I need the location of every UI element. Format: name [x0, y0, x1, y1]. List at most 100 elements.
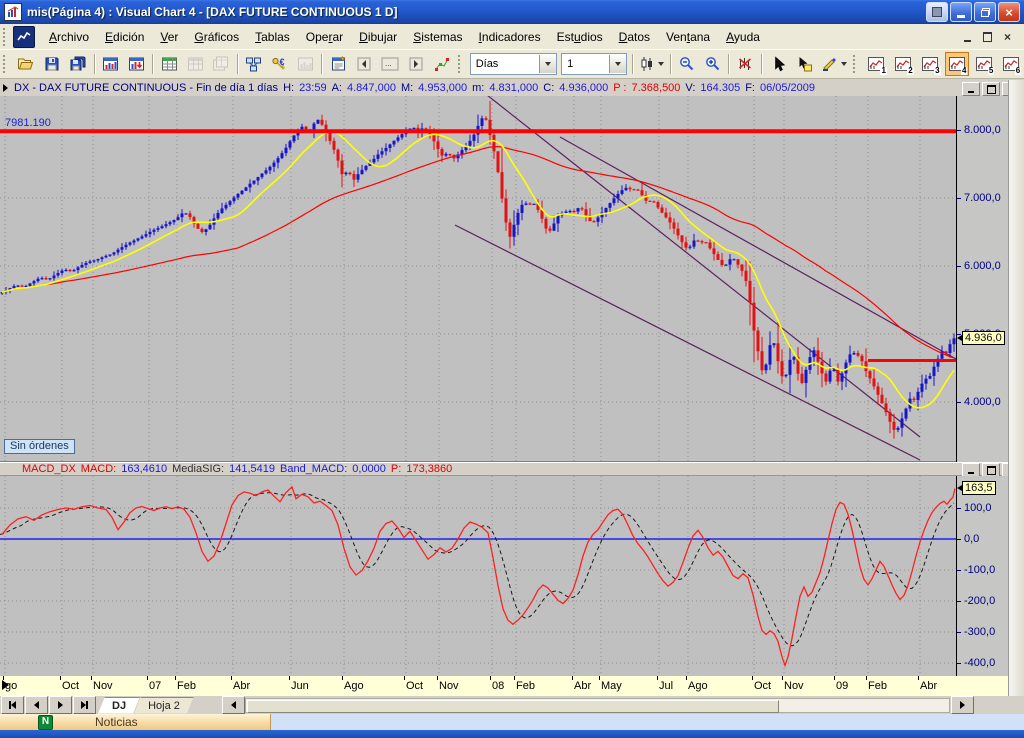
menu-indicadores[interactable]: Indicadores [478, 29, 541, 44]
title-bar[interactable]: mis(Página 4) : Visual Chart 4 - [DAX FU… [0, 0, 1024, 24]
chart-disabled-icon [293, 51, 319, 76]
compression-combo[interactable]: 1 [561, 52, 627, 75]
pointer-label-icon[interactable] [791, 51, 817, 76]
page-button-4[interactable]: 4 [944, 51, 970, 76]
menu-datos[interactable]: Datos [618, 29, 651, 44]
menu-tablas[interactable]: Tablas [255, 29, 290, 44]
horizontal-scrollbar-thumb[interactable] [246, 699, 779, 713]
toolbar-grip[interactable] [853, 54, 860, 73]
chart-maximize-button[interactable] [982, 82, 1000, 96]
link-cursor-icon[interactable] [429, 51, 455, 76]
time-axis-tick [289, 676, 290, 680]
menu-grip[interactable] [3, 27, 10, 46]
time-axis-label: Abr [233, 680, 251, 692]
mdi-close-button[interactable]: × [999, 29, 1016, 44]
nav-back-icon[interactable] [351, 51, 377, 76]
save-icon[interactable] [39, 51, 65, 76]
menu-ventana[interactable]: Ventana [666, 29, 711, 44]
nav-range-icon[interactable]: ... [377, 51, 403, 76]
toolbar-grip[interactable] [457, 54, 465, 73]
symbol-search-icon[interactable]: € [267, 51, 293, 76]
network-manager-icon[interactable] [241, 51, 267, 76]
restore-button[interactable] [974, 2, 996, 22]
new-table-icon[interactable] [156, 51, 182, 76]
pointer-icon[interactable] [765, 51, 791, 76]
time-axis-tick [514, 676, 515, 680]
menu-grficos[interactable]: Gráficos [194, 29, 240, 44]
open-file-icon[interactable] [13, 51, 39, 76]
close-button[interactable]: × [998, 2, 1020, 22]
sheet-last-button[interactable] [73, 696, 96, 714]
minimize-button[interactable] [950, 2, 972, 22]
compression-combo-arrow[interactable] [608, 54, 626, 73]
app-icon [4, 3, 22, 21]
macd-title-bar[interactable]: MACD_DX MACD: 163,4610 MediaSIG: 141,5419 Ban… [0, 462, 1008, 476]
menu-edicin[interactable]: Edición [105, 29, 145, 44]
time-axis-label: Jul [659, 680, 674, 692]
time-axis[interactable]: go Oct Nov 07 Feb Abr Jun Ago Oct Nov 08 Feb Abr May J… [0, 676, 1008, 697]
chart-title-bar[interactable]: DX - DAX FUTURE CONTINUOUS - Fin de día … [0, 80, 1008, 97]
vertical-scrollbar[interactable] [1008, 80, 1024, 696]
desktop-button[interactable] [926, 2, 948, 22]
menu-estudios[interactable]: Estudios [556, 29, 603, 44]
period-combo[interactable]: Días [469, 52, 558, 75]
price-chart-canvas[interactable] [0, 94, 1007, 461]
nav-forward-icon[interactable] [403, 51, 429, 76]
macd-minimize-button[interactable] [962, 463, 980, 477]
price-axis-label: 7.000,0 [964, 192, 1001, 204]
hscroll-right-button[interactable] [950, 696, 974, 714]
properties-icon[interactable] [325, 51, 351, 76]
symbol-info-part: 164.305 [700, 82, 741, 94]
draw-pen-combo[interactable] [818, 52, 849, 76]
page-button-2[interactable]: 2 [891, 52, 916, 76]
chart-update-icon[interactable] [123, 51, 149, 76]
menu-dibujar[interactable]: Dibujar [359, 29, 398, 44]
macd-axis[interactable]: 100,0 0,0 -100,0 -200,0 -300,0 -400,0 163,5 [956, 476, 1009, 676]
toolbar-separator [93, 53, 95, 74]
hscroll-left-button[interactable] [221, 696, 245, 714]
page-button-5[interactable]: 5 [971, 52, 996, 76]
toolbar-separator [236, 53, 238, 74]
page-button-3[interactable]: 3 [918, 52, 943, 76]
macd-maximize-button[interactable] [982, 463, 1000, 477]
price-axis-tick [957, 402, 961, 403]
macd-chart-area[interactable] [0, 476, 956, 677]
menu-ver[interactable]: Ver [160, 29, 179, 44]
sheet-prev-button[interactable] [25, 696, 48, 714]
menu-archivo[interactable]: Archivo [49, 29, 90, 44]
menu-ayuda[interactable]: Ayuda [726, 29, 760, 44]
page-button-1[interactable]: 1 [864, 52, 889, 76]
zoom-out-icon[interactable] [674, 51, 700, 76]
horizontal-scrollbar-track[interactable] [244, 697, 950, 713]
new-chart-icon[interactable] [98, 51, 124, 76]
chart-minimize-button[interactable] [962, 82, 980, 96]
sheet-tab-hoja-2[interactable]: Hoja 2 [134, 697, 194, 714]
sheet-first-button[interactable] [1, 696, 24, 714]
toolbar-grip[interactable] [3, 54, 10, 73]
chevron-down-icon [657, 61, 664, 66]
page-number: 4 [961, 65, 968, 75]
price-axis[interactable]: 8.000,07.000,06.000,05.000,04.000,04.936… [956, 96, 1009, 462]
price-chart-area[interactable]: 7981.190 Sin órdenes [0, 94, 1007, 462]
menu-operar[interactable]: Operar [305, 29, 344, 44]
save-all-icon[interactable] [65, 51, 91, 76]
menu-sistemas[interactable]: Sistemas [413, 29, 463, 44]
remove-indicator-icon[interactable] [732, 51, 758, 76]
sheet-next-button[interactable] [49, 696, 72, 714]
period-combo-arrow[interactable] [539, 54, 557, 73]
news-label: Noticias [95, 715, 138, 729]
bar-style-combo[interactable] [637, 52, 666, 76]
macd-axis-label: 0,0 [964, 533, 980, 545]
zoom-in-icon[interactable] [700, 51, 726, 76]
sheet-tab-dj[interactable]: DJ [98, 697, 140, 714]
macd-chart-canvas[interactable] [0, 476, 956, 676]
news-panel-button[interactable]: N Noticias [0, 714, 271, 730]
macd-info-part: MACD_DX [22, 463, 76, 475]
period-combo-value: Días [475, 57, 499, 70]
page-number: 1 [880, 65, 887, 75]
mdi-minimize-button[interactable] [959, 29, 976, 44]
mdi-restore-button[interactable] [979, 29, 996, 44]
page-button-6[interactable]: 6 [998, 52, 1023, 76]
macd-axis-tick [957, 663, 961, 664]
sheet-tab-bar: DJ Hoja 2 [0, 696, 1024, 714]
